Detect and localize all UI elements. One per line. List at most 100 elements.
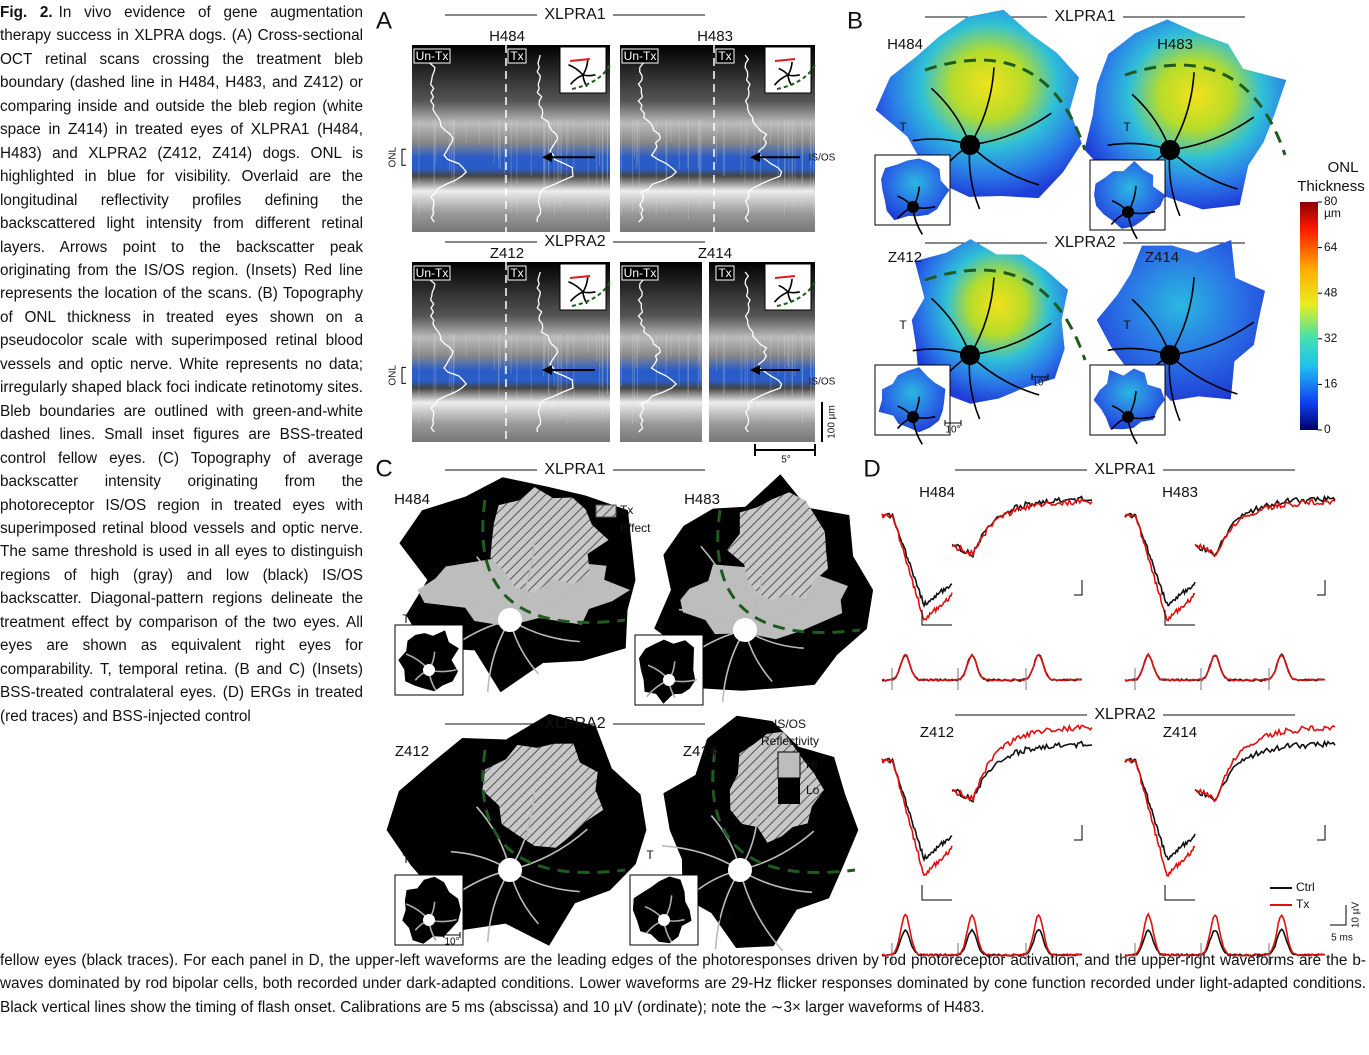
- blood-vessel: [583, 75, 595, 76]
- treated-label: Tx: [718, 266, 731, 280]
- group-title: XLPRA1: [544, 6, 605, 23]
- temporal-label: T: [899, 120, 907, 134]
- scan-inset: [560, 47, 606, 93]
- onl-bracket: [402, 149, 406, 165]
- dog-id: H483: [1157, 36, 1193, 53]
- dog-id: Z414: [698, 245, 732, 262]
- optic-nerve: [960, 135, 980, 155]
- dog-id: H484: [489, 28, 525, 45]
- optic-nerve: [498, 608, 522, 632]
- b-wave-trace: [952, 497, 1092, 557]
- optic-nerve: [1160, 345, 1180, 365]
- colorbar-tick-label: 48: [1324, 285, 1338, 299]
- legend-hatch: [596, 505, 616, 517]
- temporal-label: T: [402, 612, 410, 626]
- untreated-label: Un-Tx: [416, 266, 449, 280]
- leading-edge-trace: [1125, 514, 1195, 606]
- optic-nerve: [1122, 411, 1134, 423]
- blood-vessel: [788, 75, 800, 76]
- temporal-label: T: [1123, 318, 1131, 332]
- legend-label: Effect: [620, 521, 651, 535]
- leading-edge-trace: [1125, 759, 1195, 860]
- b-wave-trace: [952, 499, 1092, 555]
- legend-title: Reflectivity: [761, 734, 819, 748]
- flicker-trace: [882, 655, 1082, 681]
- dog-id: H484: [919, 484, 955, 501]
- colorbar: [1300, 202, 1318, 430]
- b-wave-trace: [952, 742, 1092, 802]
- colorbar-title: ONL: [1328, 159, 1359, 176]
- group-title: XLPRA2: [544, 715, 605, 732]
- optic-nerve: [733, 618, 757, 642]
- figure-label: Fig. 2.: [0, 4, 53, 21]
- dog-id: H483: [697, 28, 733, 45]
- optic-nerve: [423, 664, 435, 676]
- calibration-mark: [1165, 885, 1195, 900]
- colorbar-unit: µm: [1324, 206, 1341, 220]
- group-title: XLPRA1: [544, 461, 605, 478]
- figure: A XLPRA1 Un-Tx Tx H484 Un-Tx Tx H483 ONL IS/OS XLP…: [0, 0, 1369, 1055]
- colorbar-title: Thickness: [1297, 178, 1365, 195]
- calibration-mark: [1317, 825, 1325, 840]
- dog-id: Z412: [395, 743, 429, 760]
- dog-id: Z412: [490, 245, 524, 262]
- treated-label: Tx: [718, 49, 731, 63]
- panel-label: D: [863, 455, 880, 482]
- colorbar-tick-label: 64: [1324, 240, 1338, 254]
- b-wave-trace: [952, 725, 1092, 800]
- scale-label: 10°: [716, 913, 731, 924]
- panel-shapes: [387, 10, 1346, 965]
- scale-label: 10°: [444, 937, 459, 948]
- dog-id: H484: [394, 491, 430, 508]
- optic-nerve: [1160, 140, 1180, 160]
- onl-label: ONL: [388, 365, 399, 386]
- b-wave-trace: [1195, 497, 1335, 556]
- calibration-mark: [1074, 825, 1082, 840]
- legend-low: [778, 778, 800, 804]
- scale-label: 10°: [1032, 378, 1047, 389]
- temporal-label: T: [402, 852, 410, 866]
- isos-label: IS/OS: [809, 153, 836, 164]
- leading-edge-trace: [1125, 514, 1195, 620]
- calibration-bar: [1330, 905, 1346, 925]
- optic-nerve: [960, 345, 980, 365]
- legend-label: Hi: [806, 757, 817, 771]
- colorbar-tick-label: 16: [1324, 377, 1338, 391]
- calibration-label: 10 µV: [1351, 902, 1362, 929]
- panel-label: A: [376, 7, 392, 34]
- group-title: XLPRA1: [1054, 8, 1115, 25]
- group-title: XLPRA2: [1054, 234, 1115, 251]
- leading-edge-trace: [1125, 759, 1195, 876]
- b-wave-trace: [1195, 500, 1335, 556]
- caption-text: In vivo evidence of gene augmentation th…: [0, 4, 363, 725]
- blood-vessel: [788, 292, 800, 293]
- scan-inset: [765, 264, 811, 310]
- colorbar-tick-label: 0: [1324, 422, 1331, 436]
- optic-nerve: [663, 674, 675, 686]
- group-title: XLPRA2: [544, 233, 605, 250]
- calibration-mark: [1317, 580, 1325, 595]
- group-title: XLPRA2: [1094, 706, 1155, 723]
- legend-title: IS/OS: [774, 717, 806, 731]
- dog-id: Z412: [920, 724, 954, 741]
- b-wave-trace: [1195, 742, 1335, 801]
- blood-vessel: [583, 292, 595, 293]
- panel-label: C: [375, 455, 392, 482]
- treated-label: Tx: [510, 49, 523, 63]
- leading-edge-trace: [882, 514, 952, 606]
- dog-id: Z414: [1145, 249, 1179, 266]
- calibration-mark: [1074, 580, 1082, 595]
- temporal-label: T: [1123, 120, 1131, 134]
- group-title: XLPRA1: [1094, 461, 1155, 478]
- calibration-mark: [922, 885, 952, 900]
- legend-high: [778, 752, 800, 778]
- untreated-label: Un-Tx: [624, 49, 657, 63]
- isos-label: IS/OS: [809, 377, 836, 388]
- optic-nerve: [423, 914, 435, 926]
- bleb-gap: [702, 262, 709, 442]
- scan-inset: [765, 47, 811, 93]
- onl-label: ONL: [388, 146, 399, 167]
- legend-label: Tx: [1296, 897, 1309, 911]
- flicker-trace: [1125, 654, 1325, 681]
- dog-id: Z412: [888, 249, 922, 266]
